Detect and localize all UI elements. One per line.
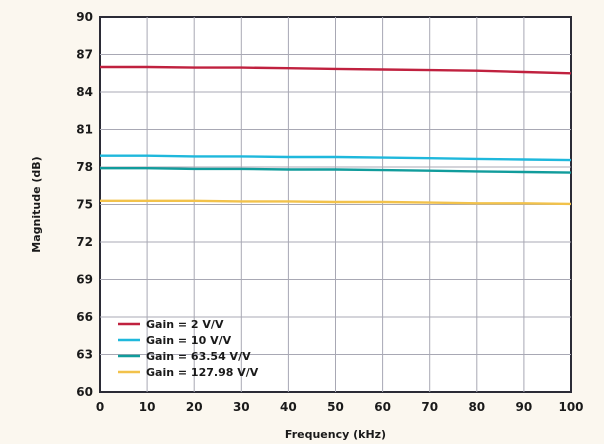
x-tick-label: 70 (421, 400, 438, 414)
series-line-3 (100, 166, 572, 174)
x-tick-label: 10 (139, 400, 156, 414)
x-tick-label: 40 (280, 400, 297, 414)
y-axis-ticks: 60 63 66 69 72 75 78 81 84 87 90 (76, 10, 93, 399)
legend-label: Gain = 63.54 V/V (146, 350, 251, 363)
legend-item: Gain = 127.98 V/V (118, 366, 259, 379)
y-tick-label: 63 (76, 348, 93, 362)
x-tick-label: 30 (233, 400, 250, 414)
x-tick-label: 80 (468, 400, 485, 414)
x-tick-label: 0 (96, 400, 104, 414)
y-axis-label: Magnitude (dB) (30, 156, 43, 252)
series-line-2 (100, 154, 572, 162)
legend: Gain = 2 V/V Gain = 10 V/V Gain = 63.54 V/… (118, 318, 259, 379)
legend-label: Gain = 2 V/V (146, 318, 224, 331)
legend-item: Gain = 2 V/V (118, 318, 224, 331)
x-tick-label: 20 (186, 400, 203, 414)
legend-label: Gain = 10 V/V (146, 334, 232, 347)
x-axis-label: Frequency (kHz) (285, 428, 386, 441)
legend-label: Gain = 127.98 V/V (146, 366, 259, 379)
y-tick-label: 69 (76, 273, 93, 287)
y-tick-label: 72 (76, 235, 93, 249)
y-tick-label: 81 (76, 123, 93, 137)
x-tick-label: 60 (374, 400, 391, 414)
legend-item: Gain = 63.54 V/V (118, 350, 251, 363)
y-tick-label: 90 (76, 10, 93, 24)
y-tick-label: 75 (76, 198, 93, 212)
series-line-4 (100, 199, 572, 206)
legend-item: Gain = 10 V/V (118, 334, 232, 347)
y-tick-label: 87 (76, 48, 93, 62)
x-tick-label: 50 (327, 400, 344, 414)
series-line-1 (100, 65, 572, 75)
grid-lines (100, 17, 571, 392)
y-tick-label: 66 (76, 310, 93, 324)
y-tick-label: 60 (76, 385, 93, 399)
series-lines (100, 65, 572, 206)
x-tick-label: 100 (558, 400, 583, 414)
y-tick-label: 78 (76, 160, 93, 174)
x-axis-ticks: 0 10 20 30 40 50 60 70 80 90 100 (96, 400, 584, 414)
x-tick-label: 90 (516, 400, 533, 414)
y-tick-label: 84 (76, 85, 93, 99)
